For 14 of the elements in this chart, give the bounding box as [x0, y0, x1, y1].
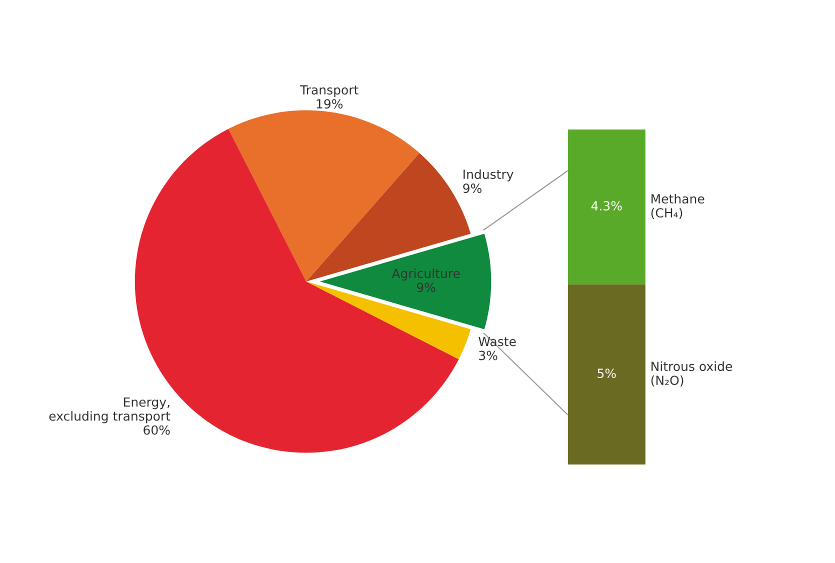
- data-label: 60%: [144, 425, 170, 435]
- series-label: Nitrous oxide (N₂O): [651, 361, 732, 387]
- series-label: Methane (CH₄): [651, 194, 704, 220]
- slice-label: Transport: [300, 85, 358, 98]
- slice-label: Energy, excluding transport: [49, 397, 170, 424]
- data-label: 9%: [463, 184, 482, 194]
- slice-label: Waste: [478, 336, 516, 346]
- data-label: 5%: [598, 368, 616, 378]
- data-label: 19%: [316, 99, 343, 109]
- data-label: 9%: [416, 282, 436, 292]
- slice-label: Agriculture: [392, 268, 460, 281]
- data-label: 4.3%: [591, 201, 622, 211]
- data-label: 3%: [479, 350, 498, 360]
- slice-label: Industry: [464, 169, 514, 182]
